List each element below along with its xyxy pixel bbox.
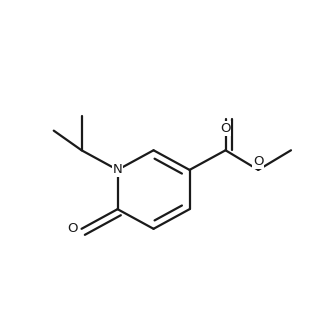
Text: O: O (67, 222, 78, 235)
Text: O: O (253, 155, 264, 168)
Text: N: N (113, 163, 122, 177)
Text: O: O (220, 122, 231, 135)
